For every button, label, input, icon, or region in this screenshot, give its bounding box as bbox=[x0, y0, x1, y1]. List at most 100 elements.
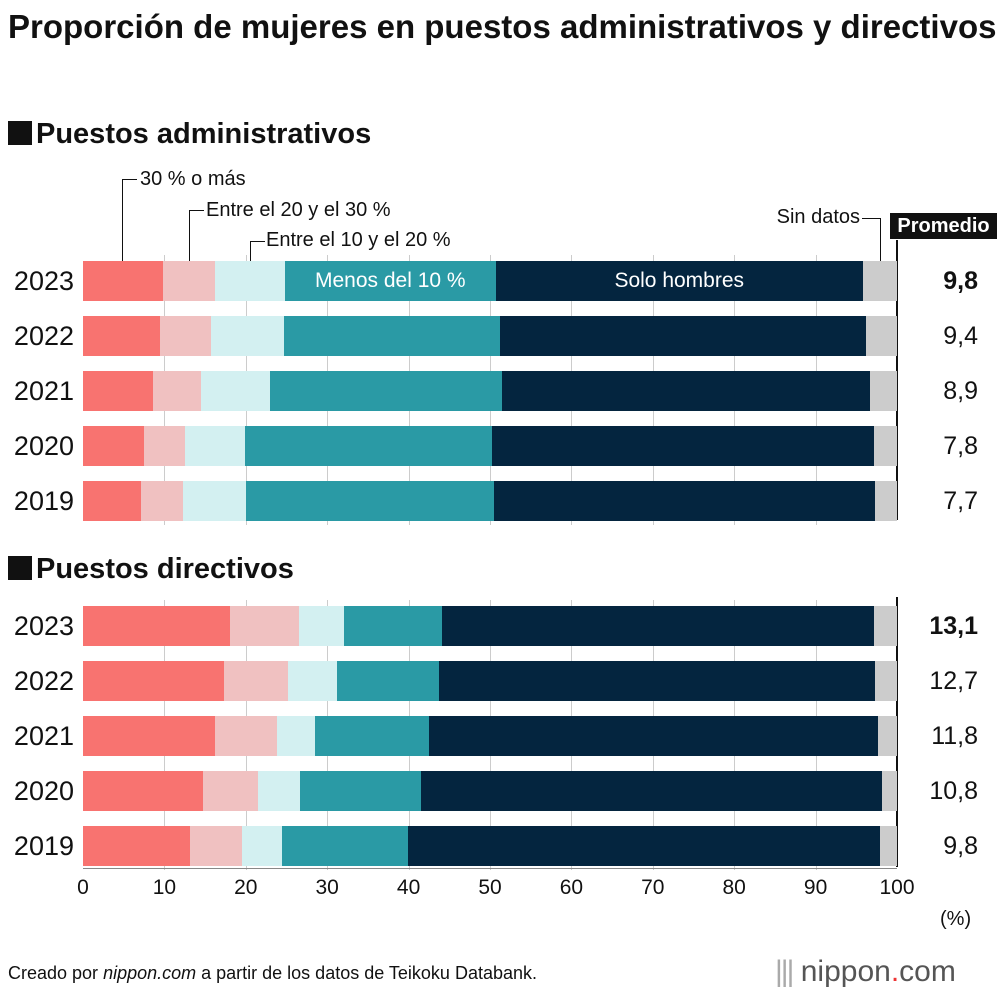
bar-segment-sin-datos bbox=[875, 481, 898, 521]
bar-segment-sin-datos bbox=[875, 661, 898, 701]
x-tick-label: 10 bbox=[152, 876, 177, 899]
bar-segment-menos-10 bbox=[344, 606, 443, 646]
bar-row bbox=[83, 716, 898, 756]
chart-title: Proporción de mujeres en puestos adminis… bbox=[8, 8, 997, 45]
legend-inline-label: Solo hombres bbox=[614, 269, 745, 292]
year-label: 2019 bbox=[13, 486, 74, 516]
section-title-directivos: Puestos directivos bbox=[8, 553, 294, 586]
bar-segment-solo-hombres bbox=[407, 826, 881, 866]
bar-segment-sin-datos bbox=[862, 261, 898, 301]
legend-sin-datos: Sin datos bbox=[776, 206, 860, 228]
bar-segment-solo-hombres bbox=[428, 716, 879, 756]
bar-segment-menos-10 bbox=[281, 826, 409, 866]
bar-segment-menos-10 bbox=[270, 371, 503, 411]
year-label: 2023 bbox=[13, 611, 74, 641]
leader-line-20-30 bbox=[189, 210, 204, 262]
bar-segment-solo-hombres bbox=[491, 426, 875, 466]
legend-30-mas: 30 % o más bbox=[140, 168, 246, 190]
bar-segment-10-20 bbox=[210, 316, 285, 356]
average-value: 9,4 bbox=[943, 322, 978, 350]
average-value: 13,1 bbox=[929, 612, 978, 640]
bar-segment-solo-hombres bbox=[494, 481, 876, 521]
bar-row bbox=[83, 826, 898, 866]
bar-row bbox=[83, 606, 898, 646]
bar-segment-20-30 bbox=[160, 316, 212, 356]
bar-segment-solo-hombres bbox=[441, 606, 875, 646]
leader-line-10-20 bbox=[250, 241, 265, 262]
x-tick-label: 90 bbox=[803, 876, 828, 899]
year-label: 2020 bbox=[13, 431, 74, 461]
leader-line-30 bbox=[122, 179, 137, 262]
nippon-logo: ||| nippon.com bbox=[775, 955, 956, 988]
bar-segment-solo-hombres bbox=[438, 661, 876, 701]
bar-segment-sin-datos bbox=[874, 426, 898, 466]
bar-segment-10-20 bbox=[276, 716, 316, 756]
bar-row bbox=[83, 771, 898, 811]
bar-segment-20-30 bbox=[214, 716, 278, 756]
bar-segment-10-20 bbox=[258, 771, 301, 811]
average-value: 7,8 bbox=[943, 432, 978, 460]
legend-10-20: Entre el 10 y el 20 % bbox=[266, 229, 451, 251]
year-label: 2021 bbox=[13, 376, 74, 406]
bar-row bbox=[83, 426, 898, 466]
x-tick-label: 60 bbox=[559, 876, 584, 899]
bar-segment-menos-10 bbox=[244, 426, 493, 466]
bar-segment-30-mas bbox=[83, 606, 231, 646]
section-title-administrativos: Puestos administrativos bbox=[8, 118, 371, 151]
bar-segment-30-mas bbox=[83, 771, 204, 811]
bar-row bbox=[83, 371, 898, 411]
average-header: Promedio bbox=[890, 213, 997, 239]
bar-segment-10-20 bbox=[184, 426, 246, 466]
x-tick-label: 80 bbox=[722, 876, 746, 899]
bar-segment-30-mas bbox=[83, 426, 145, 466]
bar-segment-menos-10 bbox=[245, 481, 495, 521]
x-axis-line bbox=[83, 868, 897, 869]
bar-segment-sin-datos bbox=[870, 371, 898, 411]
bar-segment-20-30 bbox=[189, 826, 243, 866]
year-label: 2022 bbox=[13, 321, 74, 351]
bar-segment-10-20 bbox=[214, 261, 286, 301]
year-label: 2022 bbox=[13, 666, 74, 696]
bar-segment-20-30 bbox=[162, 261, 216, 301]
bar-segment-10-20 bbox=[183, 481, 247, 521]
average-value: 9,8 bbox=[943, 267, 978, 295]
x-tick-label: 70 bbox=[641, 876, 665, 899]
bar-segment-30-mas bbox=[83, 826, 191, 866]
bar-segment-20-30 bbox=[223, 661, 289, 701]
x-tick-label: 20 bbox=[234, 876, 258, 899]
bar-segment-menos-10 bbox=[336, 661, 440, 701]
bar-segment-30-mas bbox=[83, 716, 216, 756]
average-value: 11,8 bbox=[931, 722, 978, 750]
bar-row bbox=[83, 316, 898, 356]
year-label: 2019 bbox=[13, 831, 74, 861]
bar-segment-10-20 bbox=[201, 371, 271, 411]
bar-segment-sin-datos bbox=[866, 316, 898, 356]
bar-segment-30-mas bbox=[83, 261, 164, 301]
bar-segment-sin-datos bbox=[878, 716, 898, 756]
bar-row: Menos del 10 % Solo hombres bbox=[83, 261, 898, 301]
bar-segment-solo-hombres bbox=[502, 371, 871, 411]
bar-segment-20-30 bbox=[140, 481, 184, 521]
bar-segment-solo-hombres bbox=[499, 316, 867, 356]
bar-segment-solo-hombres bbox=[495, 261, 864, 301]
average-value: 8,9 bbox=[943, 377, 978, 405]
x-axis-label: (%) bbox=[940, 908, 972, 930]
bar-segment-20-30 bbox=[144, 426, 186, 466]
average-value: 9,8 bbox=[943, 832, 978, 860]
year-label: 2023 bbox=[13, 266, 74, 296]
x-tick-label: 0 bbox=[77, 876, 89, 899]
bar-segment-20-30 bbox=[153, 371, 202, 411]
footer-source: Creado por nippon.com a partir de los da… bbox=[8, 963, 537, 983]
leader-line-sin-datos bbox=[862, 218, 881, 262]
bar-segment-menos-10 bbox=[284, 261, 497, 301]
bar-segment-sin-datos bbox=[879, 826, 898, 866]
bar-segment-20-30 bbox=[230, 606, 300, 646]
bar-segment-30-mas bbox=[83, 316, 161, 356]
bar-segment-30-mas bbox=[83, 371, 154, 411]
bar-segment-solo-hombres bbox=[420, 771, 883, 811]
x-tick-label: 30 bbox=[315, 876, 339, 899]
bar-segment-menos-10 bbox=[314, 716, 430, 756]
x-tick-label: 40 bbox=[396, 876, 421, 899]
average-value: 10,8 bbox=[929, 777, 978, 805]
average-value: 7,7 bbox=[943, 487, 978, 515]
